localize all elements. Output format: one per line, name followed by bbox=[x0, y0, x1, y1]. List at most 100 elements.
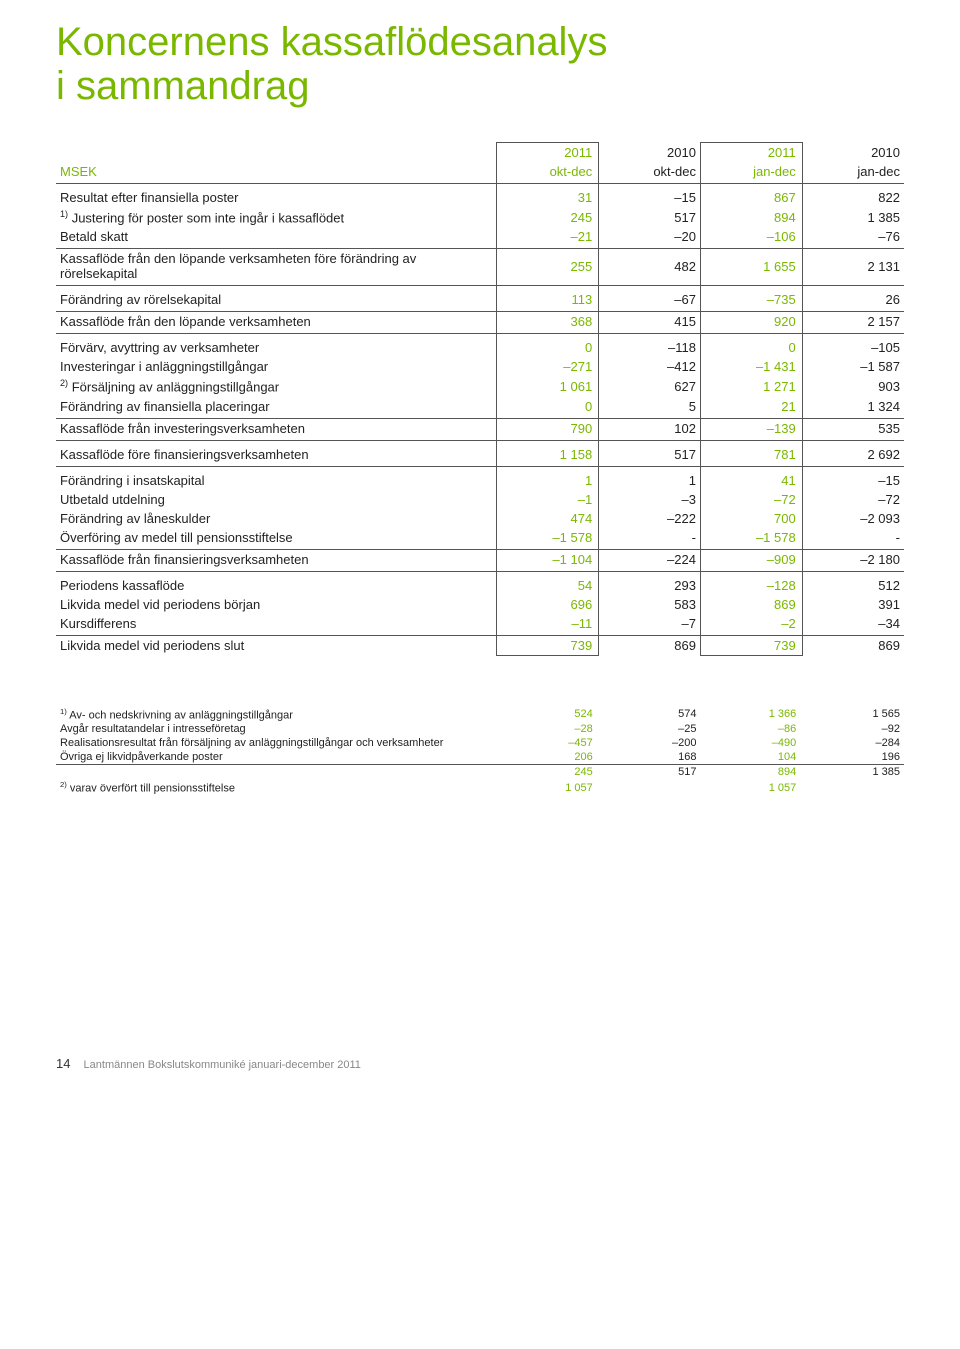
cell: –412 bbox=[599, 357, 701, 376]
cell: –271 bbox=[497, 357, 599, 376]
msek-label: MSEK bbox=[56, 162, 497, 184]
table-row: Förändring av låneskulder474–222700–2 09… bbox=[56, 509, 904, 528]
cell: 391 bbox=[802, 595, 904, 614]
table-row: Kassaflöde från finansieringsverksamhete… bbox=[56, 549, 904, 571]
row-label: Resultat efter finansiella poster bbox=[56, 184, 497, 208]
cell: –25 bbox=[599, 722, 701, 736]
cell: 869 bbox=[700, 595, 802, 614]
table-row: Likvida medel vid periodens början696583… bbox=[56, 595, 904, 614]
cell: 903 bbox=[802, 376, 904, 396]
cell: –34 bbox=[802, 614, 904, 636]
cell: 104 bbox=[700, 750, 802, 765]
cell: 517 bbox=[599, 765, 701, 780]
footnotes-table: 1) Av- och nedskrivning av anläggningsti… bbox=[56, 706, 904, 796]
table-row: 2) varav överfört till pensionsstiftelse… bbox=[56, 779, 904, 796]
row-label: Betald skatt bbox=[56, 227, 497, 249]
cell: 700 bbox=[700, 509, 802, 528]
col-header: 2011 bbox=[700, 143, 802, 163]
cell: 781 bbox=[700, 440, 802, 466]
cell: 415 bbox=[599, 312, 701, 334]
cell: 41 bbox=[700, 466, 802, 490]
row-label: 2) varav överfört till pensionsstiftelse bbox=[56, 779, 497, 796]
table-row: Kassaflöde före finansieringsverksamhete… bbox=[56, 440, 904, 466]
cell: –222 bbox=[599, 509, 701, 528]
table-row: Övriga ej likvidpåverkande poster2061681… bbox=[56, 750, 904, 765]
cell bbox=[599, 779, 701, 796]
cell: –15 bbox=[599, 184, 701, 208]
cell: 696 bbox=[497, 595, 599, 614]
cell: 1 271 bbox=[700, 376, 802, 396]
cell: 1 bbox=[497, 466, 599, 490]
cell: 54 bbox=[497, 571, 599, 595]
cell: - bbox=[599, 528, 701, 550]
cell: 196 bbox=[802, 750, 904, 765]
cell: 5 bbox=[599, 397, 701, 419]
table-row: Investeringar i anläggningstillgångar–27… bbox=[56, 357, 904, 376]
cell: 2 692 bbox=[802, 440, 904, 466]
row-label: Avgår resultatandelar i intresseföretag bbox=[56, 722, 497, 736]
cell: –76 bbox=[802, 227, 904, 249]
table-row: Avgår resultatandelar i intresseföretag–… bbox=[56, 722, 904, 736]
row-label: Förvärv, avyttring av verksamheter bbox=[56, 334, 497, 358]
cell: 1 655 bbox=[700, 249, 802, 286]
row-label bbox=[56, 765, 497, 780]
cell: –139 bbox=[700, 418, 802, 440]
row-label: Kassaflöde från investeringsverksamheten bbox=[56, 418, 497, 440]
cell: 524 bbox=[497, 706, 599, 723]
cell: –15 bbox=[802, 466, 904, 490]
cell: 0 bbox=[497, 334, 599, 358]
row-label: Förändring av rörelsekapital bbox=[56, 286, 497, 312]
cell: 739 bbox=[700, 635, 802, 655]
cell: –72 bbox=[700, 490, 802, 509]
title-line2: i sammandrag bbox=[56, 64, 309, 108]
table-row: Förändring av finansiella placeringar052… bbox=[56, 397, 904, 419]
table-row: Kassaflöde från den löpande verksamheten… bbox=[56, 249, 904, 286]
cell: –1 578 bbox=[497, 528, 599, 550]
table-row: Kursdifferens–11–7–2–34 bbox=[56, 614, 904, 636]
cell: 894 bbox=[700, 765, 802, 780]
cell: –1 104 bbox=[497, 549, 599, 571]
cell: –72 bbox=[802, 490, 904, 509]
cell: 168 bbox=[599, 750, 701, 765]
table-row: Betald skatt–21–20–106–76 bbox=[56, 227, 904, 249]
cell: 869 bbox=[599, 635, 701, 655]
cell: 627 bbox=[599, 376, 701, 396]
table-row: Förändring av rörelsekapital113–67–73526 bbox=[56, 286, 904, 312]
table-row: Kassaflöde från den löpande verksamheten… bbox=[56, 312, 904, 334]
table-row: Överföring av medel till pensionsstiftel… bbox=[56, 528, 904, 550]
cell: 920 bbox=[700, 312, 802, 334]
row-label: Kassaflöde före finansieringsverksamhete… bbox=[56, 440, 497, 466]
row-label: Överföring av medel till pensionsstiftel… bbox=[56, 528, 497, 550]
cell: 535 bbox=[802, 418, 904, 440]
cell: - bbox=[802, 528, 904, 550]
cell: –106 bbox=[700, 227, 802, 249]
cell: 1 324 bbox=[802, 397, 904, 419]
cell: –105 bbox=[802, 334, 904, 358]
cell: 739 bbox=[497, 635, 599, 655]
row-label: Likvida medel vid periodens slut bbox=[56, 635, 497, 655]
col-period: okt-dec bbox=[599, 162, 701, 184]
cell: 368 bbox=[497, 312, 599, 334]
row-label: 1) Justering för poster som inte ingår i… bbox=[56, 207, 497, 227]
table-row: 1) Justering för poster som inte ingår i… bbox=[56, 207, 904, 227]
col-period: jan-dec bbox=[802, 162, 904, 184]
cell bbox=[802, 779, 904, 796]
cell: 867 bbox=[700, 184, 802, 208]
cell: 822 bbox=[802, 184, 904, 208]
cell: 869 bbox=[802, 635, 904, 655]
col-header: 2011 bbox=[497, 143, 599, 163]
cell: –128 bbox=[700, 571, 802, 595]
row-label: Periodens kassaflöde bbox=[56, 571, 497, 595]
cell: 31 bbox=[497, 184, 599, 208]
cell: 293 bbox=[599, 571, 701, 595]
cell: 1 565 bbox=[802, 706, 904, 723]
cell: –11 bbox=[497, 614, 599, 636]
cell: –28 bbox=[497, 722, 599, 736]
cell: –284 bbox=[802, 736, 904, 750]
row-label: Kassaflöde från den löpande verksamheten bbox=[56, 312, 497, 334]
cell: –735 bbox=[700, 286, 802, 312]
cell: 245 bbox=[497, 207, 599, 227]
row-label: Investeringar i anläggningstillgångar bbox=[56, 357, 497, 376]
row-label: Kursdifferens bbox=[56, 614, 497, 636]
row-label: Kassaflöde från den löpande verksamheten… bbox=[56, 249, 497, 286]
